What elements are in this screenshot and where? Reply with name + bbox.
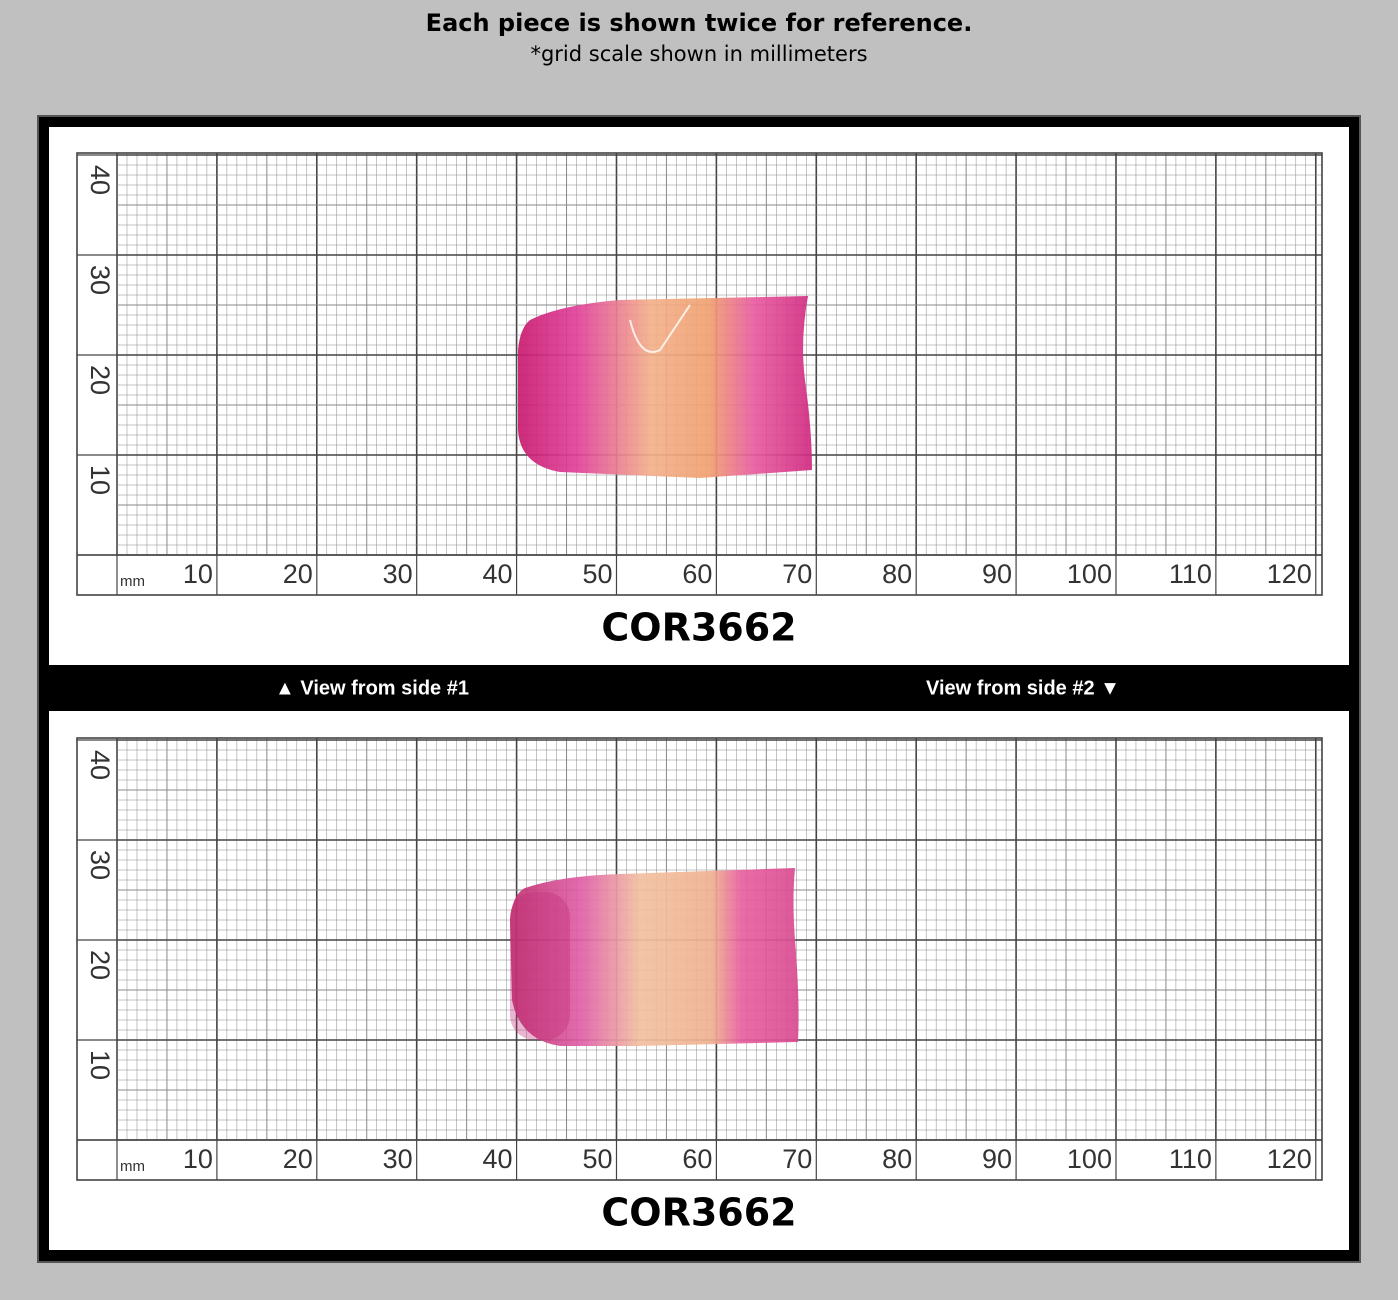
x-scale-label: 40 [483, 559, 513, 589]
x-scale-label: 70 [782, 559, 812, 589]
x-scale-label: 30 [383, 559, 413, 589]
x-scale-label: 10 [183, 1144, 213, 1174]
y-scale-label: 30 [85, 850, 115, 880]
x-scale-label: 90 [982, 559, 1012, 589]
subtitle: *grid scale shown in millimeters [530, 42, 867, 66]
grid-border [76, 737, 1323, 1181]
x-scale-label: 100 [1067, 1144, 1112, 1174]
y-scale-label: 40 [85, 750, 115, 780]
gem-photo [510, 868, 799, 1046]
grid-paper: mm 10 20 30 40 50 60 70 80 90 100 110 120 10 20 30 40 [76, 152, 1323, 596]
y-scale-label: 40 [85, 165, 115, 195]
side-label: ▲ View from side #1 [275, 677, 469, 699]
x-unit: mm [120, 1158, 145, 1175]
x-scale-label: 80 [882, 1144, 912, 1174]
x-scale-label: 110 [1169, 559, 1212, 589]
piece-code: COR3662 [601, 606, 796, 650]
x-scale-label: 120 [1267, 1144, 1312, 1174]
y-scale-label: 10 [85, 465, 115, 495]
y-scale-label: 20 [85, 365, 115, 395]
x-scale-label: 70 [782, 1144, 812, 1174]
x-scale-label: 10 [183, 559, 213, 589]
x-scale-label: 60 [682, 1144, 712, 1174]
grid-border [76, 152, 1323, 596]
y-scale-label: 20 [85, 950, 115, 980]
piece-code: COR3662 [601, 1191, 796, 1235]
x-scale-label: 100 [1067, 559, 1112, 589]
gem-photo [518, 296, 812, 478]
x-scale-label: 120 [1267, 559, 1312, 589]
x-scale-label: 60 [682, 559, 712, 589]
y-scale-label: 10 [85, 1050, 115, 1080]
x-scale-label: 50 [582, 1144, 612, 1174]
side-label: View from side #2 ▼ [926, 677, 1120, 699]
x-scale-label: 30 [383, 1144, 413, 1174]
y-scale-label: 30 [85, 265, 115, 295]
x-scale-label: 50 [582, 559, 612, 589]
gem-crack [629, 304, 691, 353]
title: Each piece is shown twice for reference. [426, 9, 973, 37]
x-scale-label: 20 [283, 1144, 313, 1174]
grids: mm 10 20 30 40 50 60 70 80 90 100 110 120 10 20 30 40 COR… [76, 152, 1323, 1235]
x-unit: mm [120, 573, 145, 590]
gem-rim [510, 892, 570, 1040]
x-scale-label: 90 [982, 1144, 1012, 1174]
x-scale-label: 40 [483, 1144, 513, 1174]
x-scale-label: 80 [882, 559, 912, 589]
x-scale-label: 20 [283, 559, 313, 589]
x-scale-label: 110 [1169, 1144, 1212, 1174]
